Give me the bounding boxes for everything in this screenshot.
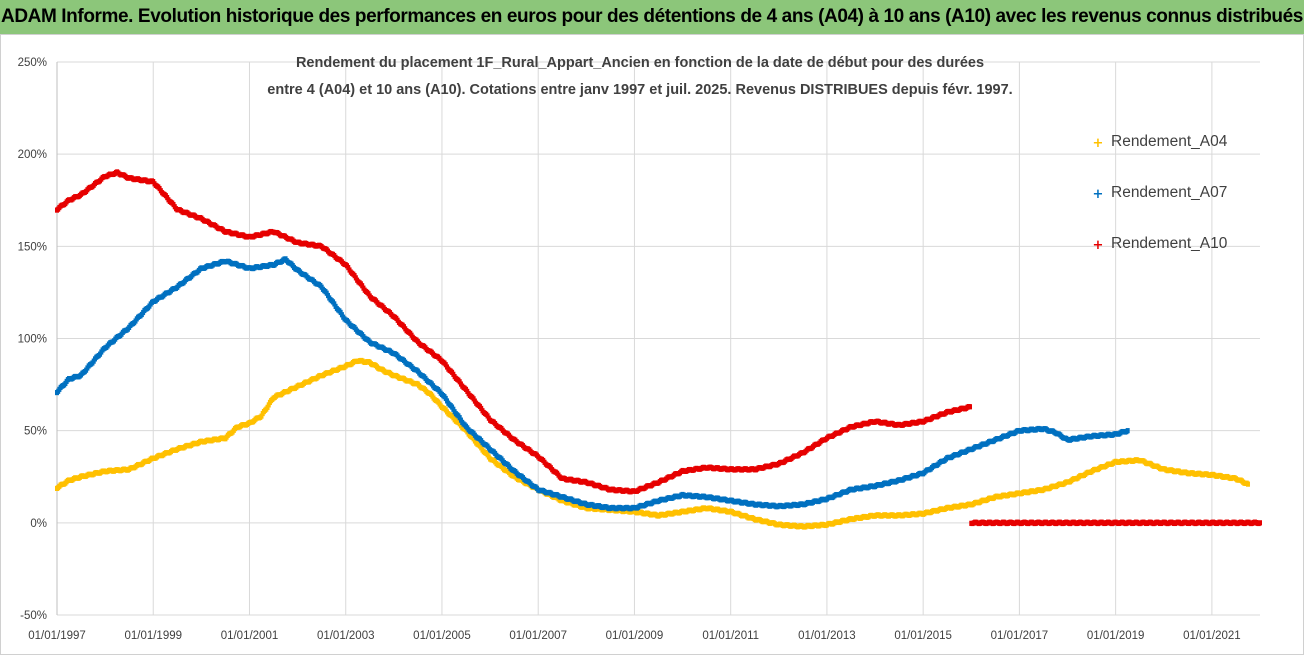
chart-title: Rendement du placement 1F_Rural_Appart_A… xyxy=(240,50,1040,104)
series-Rendement_A10-point xyxy=(968,404,973,410)
x-tick-label: 01/01/2011 xyxy=(702,630,759,642)
y-tick-label: 0% xyxy=(30,518,47,530)
x-tick-label: 01/01/2021 xyxy=(1183,630,1241,642)
y-tick-label: 250% xyxy=(18,57,47,69)
legend-label: Rendement_A10 xyxy=(1111,235,1228,252)
x-tick-label: 01/01/1999 xyxy=(124,630,182,642)
legend-marker: + xyxy=(1093,187,1104,202)
series-Rendement_A07-point xyxy=(1125,428,1130,434)
x-tick-label: 01/01/2009 xyxy=(606,630,664,642)
x-tick-label: 01/01/2019 xyxy=(1087,630,1145,642)
legend-marker: + xyxy=(1093,136,1104,151)
series-Rendement_A04-point xyxy=(1245,481,1250,487)
series-Rendement_A10-point xyxy=(1258,520,1262,526)
chart-title-line-1: Rendement du placement 1F_Rural_Appart_A… xyxy=(295,55,985,71)
x-tick-label: 01/01/2005 xyxy=(413,630,471,642)
y-tick-label: -50% xyxy=(20,610,47,622)
x-tick-label: 01/01/2001 xyxy=(221,630,279,642)
x-tick-label: 01/01/2013 xyxy=(798,630,856,642)
chart-title-line-2: entre 4 (A04) et 10 ans (A10). Cotations… xyxy=(267,82,1013,98)
legend-label: Rendement_A07 xyxy=(1111,184,1227,201)
y-tick-label: 150% xyxy=(18,241,47,253)
x-tick-label: 01/01/2007 xyxy=(509,630,567,642)
page-title: ADAM Informe. Evolution historique des p… xyxy=(1,6,1303,27)
legend-marker: + xyxy=(1093,238,1104,253)
header-banner: ADAM Informe. Evolution historique des p… xyxy=(0,0,1304,34)
y-tick-label: 200% xyxy=(18,149,47,161)
y-tick-label: 100% xyxy=(18,334,47,346)
x-tick-label: 01/01/2015 xyxy=(894,630,952,642)
y-tick-label: 50% xyxy=(24,426,47,438)
x-tick-label: 01/01/2017 xyxy=(991,630,1049,642)
legend-label: Rendement_A04 xyxy=(1111,133,1228,150)
x-tick-label: 01/01/2003 xyxy=(317,630,375,642)
x-tick-label: 01/01/1997 xyxy=(28,630,86,642)
